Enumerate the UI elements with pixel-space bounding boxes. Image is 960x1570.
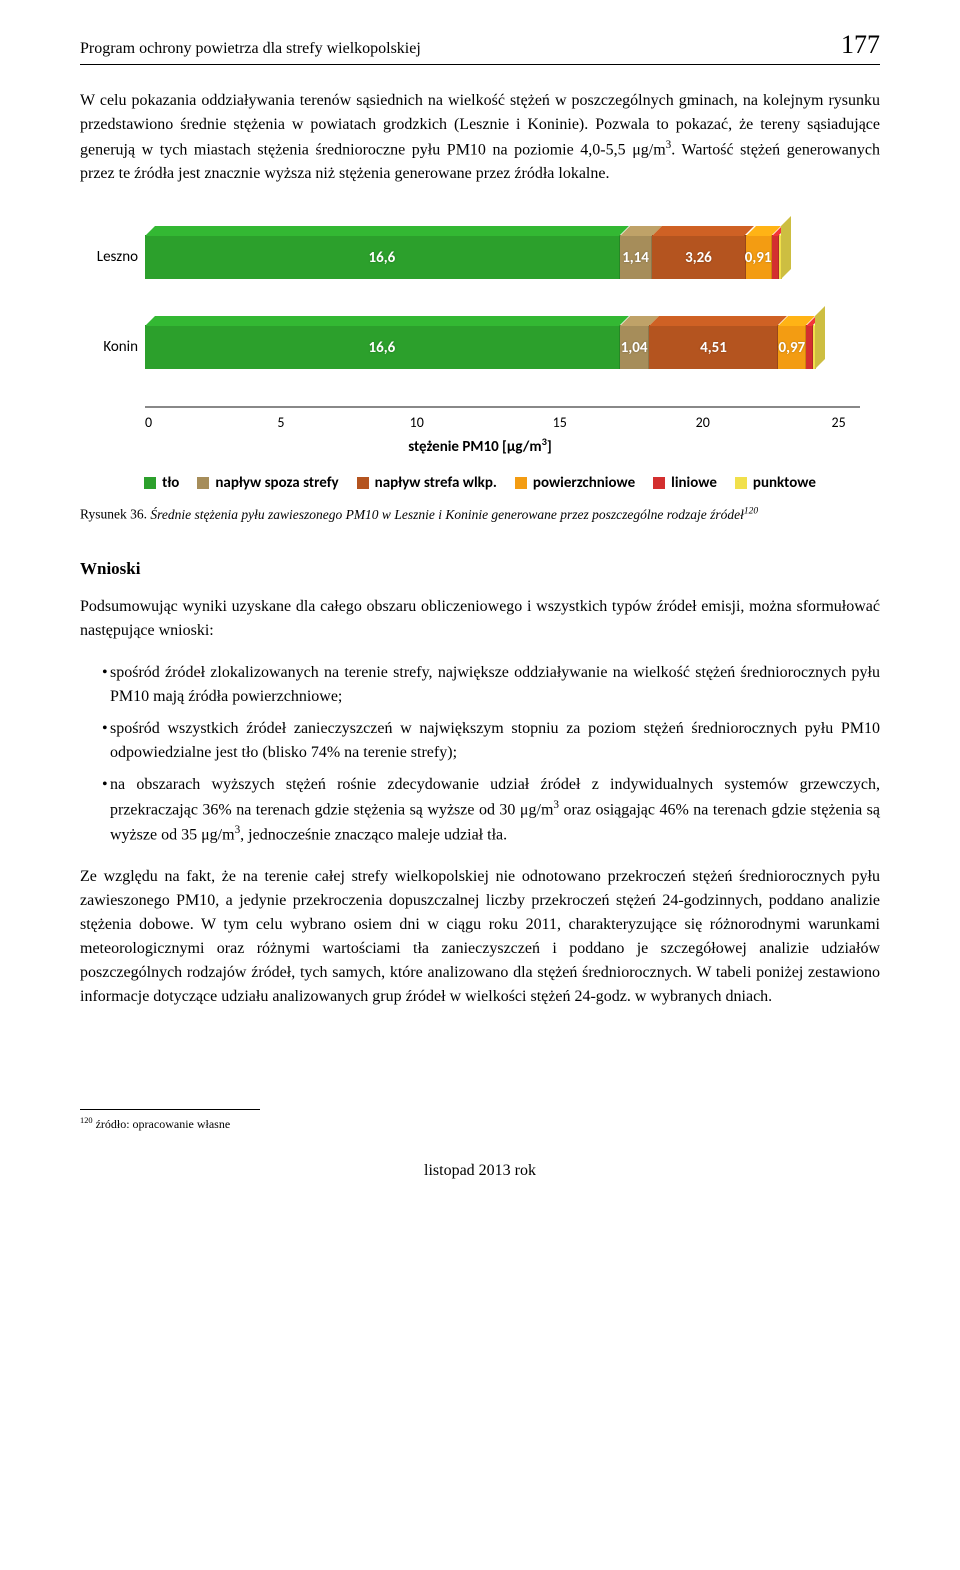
chart-value-label: 3,26 [685, 249, 712, 267]
chart-segment [772, 235, 779, 279]
page-footer: listopad 2013 rok [80, 1162, 880, 1180]
legend-swatch [197, 477, 209, 489]
chart-category-label: Leszno [90, 248, 138, 266]
legend-label: punktowe [753, 474, 816, 492]
legend-item: napływ strefa wlkp. [357, 474, 497, 492]
list-item: •spośród źródeł zlokalizowanych na teren… [80, 661, 880, 709]
chart-value-label: 0,91 [745, 249, 772, 267]
legend-item: powierzchniowe [515, 474, 635, 492]
bullet-icon: • [80, 717, 110, 765]
chart-value-label: 0,97 [778, 339, 805, 357]
chart-x-tick: 20 [696, 414, 710, 431]
figure-text: Średnie stężenia pyłu zawieszonego PM10 … [150, 507, 758, 522]
legend-item: liniowe [653, 474, 717, 492]
chart-segment [813, 325, 816, 369]
legend-item: napływ spoza strefy [197, 474, 338, 492]
legend-label: napływ strefa wlkp. [375, 474, 497, 492]
list-item: •spośród wszystkich źródeł zanieczyszcze… [80, 717, 880, 765]
figure-caption: Rysunek 36. Średnie stężenia pyłu zawies… [80, 506, 880, 523]
chart-value-label: 16,6 [369, 249, 396, 267]
chart-segment [806, 325, 813, 369]
chart-x-tick: 5 [277, 414, 284, 431]
bullet-icon: • [80, 773, 110, 848]
legend-item: tło [144, 474, 179, 492]
chart-segment: 1,04 [620, 325, 650, 369]
legend-label: tło [162, 474, 179, 492]
chart-x-label: stężenie PM10 [μg/m3] [90, 435, 870, 456]
chart-bar-track: 16,6 1,14 3,26 0,91 [145, 235, 860, 279]
chart-segment [779, 235, 782, 279]
legend-item: punktowe [735, 474, 816, 492]
chart-segment: 3,26 [652, 235, 745, 279]
legend-label: powierzchniowe [533, 474, 635, 492]
chart-x-axis: 0 5 10 15 20 25 [145, 406, 860, 431]
chart-x-tick: 0 [145, 414, 152, 431]
legend-swatch [515, 477, 527, 489]
chart-legend: tło napływ spoza strefy napływ strefa wlkp… [90, 474, 870, 492]
chart-segment: 0,97 [778, 325, 806, 369]
chart-segment: 4,51 [649, 325, 778, 369]
footnote-separator [80, 1109, 260, 1110]
conclusions-paragraph: Ze względu na fakt, że na terenie całej … [80, 865, 880, 1009]
chart-bar-track: 16,6 1,04 4,51 0,97 [145, 325, 860, 369]
page-header: Program ochrony powietrza dla strefy wie… [80, 30, 880, 65]
chart-x-tick: 10 [410, 414, 424, 431]
chart-segment: 0,91 [746, 235, 772, 279]
legend-swatch [357, 477, 369, 489]
chart-bar-row: Konin16,61,044,510,97 [145, 316, 860, 378]
chart-value-label: 1,14 [622, 249, 649, 267]
chart-x-tick: 15 [553, 414, 567, 431]
page-number: 177 [841, 30, 880, 60]
figure-label: Rysunek 36. [80, 507, 150, 522]
chart-value-label: 16,6 [369, 339, 396, 357]
bullet-icon: • [80, 661, 110, 709]
list-item-text: spośród źródeł zlokalizowanych na tereni… [110, 661, 880, 709]
conclusions-intro: Podsumowując wyniki uzyskane dla całego … [80, 595, 880, 643]
chart-segment: 16,6 [145, 235, 620, 279]
chart-value-label: 4,51 [700, 339, 727, 357]
conclusions-title: Wnioski [80, 559, 880, 579]
intro-paragraph: W celu pokazania oddziaływania terenów s… [80, 89, 880, 186]
chart-bar-row: Leszno16,61,143,260,91 [145, 226, 860, 288]
list-item: •na obszarach wyższych stężeń rośnie zde… [80, 773, 880, 848]
legend-swatch [653, 477, 665, 489]
chart-value-label: 1,04 [621, 339, 648, 357]
header-title: Program ochrony powietrza dla strefy wie… [80, 40, 421, 58]
legend-swatch [735, 477, 747, 489]
chart-x-tick: 25 [832, 414, 846, 431]
chart-segment: 16,6 [145, 325, 620, 369]
conclusions-list: •spośród źródeł zlokalizowanych na teren… [80, 661, 880, 848]
chart-segment: 1,14 [620, 235, 653, 279]
pm10-chart: Leszno 16,6 1,14 3,26 0,91 Konin 16,6 1,04 4,51 0… [80, 226, 880, 492]
legend-swatch [144, 477, 156, 489]
legend-label: napływ spoza strefy [215, 474, 338, 492]
chart-category-label: Konin [90, 338, 138, 356]
footnote: 120 źródło: opracowanie własne [80, 1116, 880, 1132]
legend-label: liniowe [671, 474, 717, 492]
list-item-text: na obszarach wyższych stężeń rośnie zdec… [110, 773, 880, 848]
list-item-text: spośród wszystkich źródeł zanieczyszczeń… [110, 717, 880, 765]
